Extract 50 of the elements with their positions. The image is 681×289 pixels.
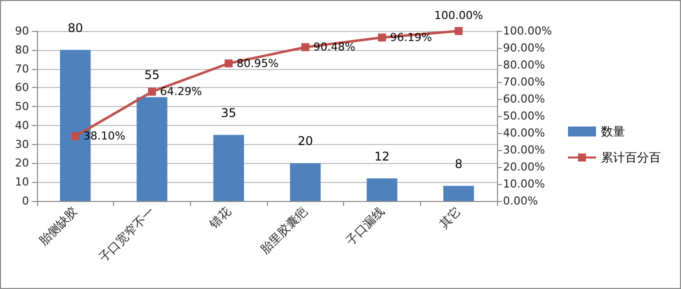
data-label: 12	[374, 149, 390, 164]
bar	[443, 186, 474, 201]
point	[71, 132, 80, 140]
y-tick-label: 90	[15, 24, 29, 38]
point	[224, 59, 233, 68]
y-tick-label: 0	[22, 194, 29, 208]
y2-tick-label: 50.00%	[503, 110, 545, 122]
y2-tick-label: 30.00%	[503, 144, 545, 156]
point	[454, 27, 463, 35]
bar	[290, 163, 321, 201]
y2-tick-label: 80.00%	[503, 58, 545, 72]
point	[148, 88, 156, 96]
y2-tick-label: 10.00%	[503, 178, 545, 190]
point	[301, 43, 310, 52]
data-label: 55	[144, 68, 160, 82]
y-tick-label: 30	[15, 138, 29, 151]
data-label: 20	[298, 134, 313, 148]
y2-tick-label: 100.00%	[503, 24, 552, 38]
y-tick-label: 80	[15, 43, 29, 56]
y2-tick-label: 60.00%	[503, 92, 545, 106]
bar	[136, 97, 168, 201]
data-label: 80.95%	[236, 56, 279, 70]
data-label: 90.48%	[313, 40, 356, 54]
bar	[366, 178, 398, 201]
x-tick-label: 胎里胶囊疤	[258, 204, 310, 256]
x-tick-label: 其它	[436, 204, 464, 231]
y-tick-label: 10	[15, 176, 29, 189]
data-label: 100.00%	[434, 9, 484, 22]
y-tick-label: 50	[15, 100, 29, 114]
data-label: 8	[454, 156, 462, 171]
y2-tick-label: 70.00%	[503, 76, 545, 88]
y-tick-label: 60	[15, 81, 29, 94]
y-tick-label: 40	[15, 118, 29, 132]
x-tick-label: 子口宽窄不一	[96, 204, 157, 265]
x-tick-label: 错花	[206, 204, 234, 232]
x-tick-label: 子口漏线	[343, 204, 387, 248]
y2-tick-label: 0.00%	[503, 194, 538, 208]
y-tick-label: 70	[15, 62, 29, 76]
data-label: 64.29%	[160, 85, 202, 98]
data-label: 35	[221, 106, 236, 120]
bar	[213, 134, 244, 201]
legend-label: 累计百分百	[601, 150, 661, 164]
y2-tick-label: 20.00%	[503, 160, 545, 174]
x-tick-label: 胎侧缺胶	[36, 204, 80, 248]
legend-label: 数量	[601, 124, 625, 138]
y-tick-label: 20	[15, 156, 29, 170]
y2-tick-label: 90.00%	[503, 42, 545, 54]
point	[378, 33, 386, 42]
data-label: 80	[68, 20, 83, 35]
y2-tick-label: 40.00%	[503, 126, 545, 140]
